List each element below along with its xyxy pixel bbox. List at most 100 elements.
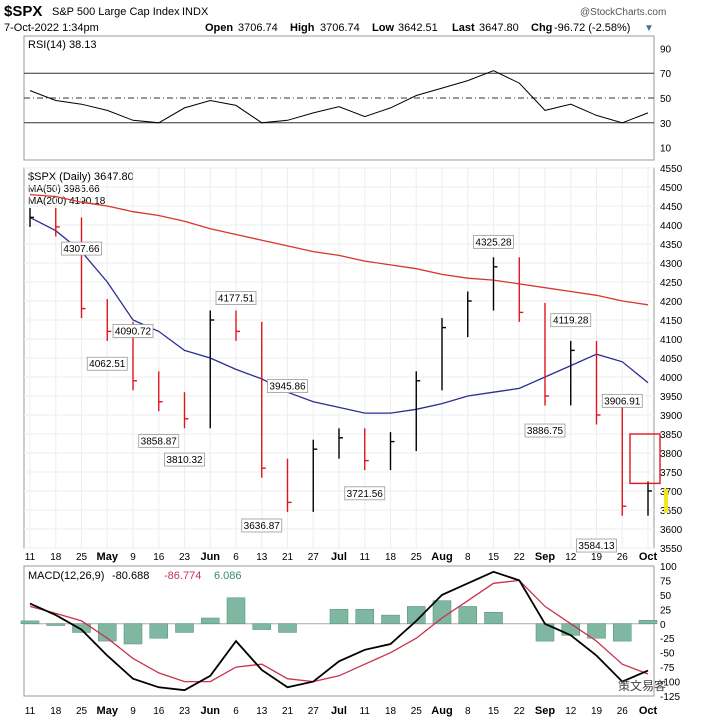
macd-histogram-bar: [484, 611, 503, 625]
open-label: Open: [205, 22, 233, 34]
macd-histogram-bar: [612, 623, 632, 642]
rsi-tick-label: 10: [660, 144, 672, 155]
macd-histogram-bar: [175, 623, 194, 633]
price-tick-label: 4550: [660, 164, 683, 175]
price-annotation-box: [473, 234, 514, 249]
macd-histogram-bar: [638, 620, 658, 625]
macd-panel: MACD(12,26,9) -80.688 -86.774 6.086 -125…: [20, 562, 680, 703]
rsi-panel: RSI(14) 38.13 10 30 50 70 90: [23, 35, 672, 161]
price-annotation: 3858.87: [141, 437, 178, 448]
exchange: INDX: [182, 6, 209, 18]
rsi-tick-label: 50: [660, 94, 672, 105]
last-bar-marker: [664, 488, 668, 514]
index-name: S&P 500 Large Cap Index: [52, 6, 180, 18]
price-annotation-box: [576, 538, 617, 553]
macd-x-tick-label: 9: [130, 706, 136, 717]
price-annotation: 4325.28: [475, 237, 512, 248]
price-annotation: 4062.51: [89, 359, 126, 370]
price-tick-label: 4150: [660, 316, 683, 327]
price-x-tick-label: 25: [76, 552, 88, 563]
macd-signal-line: [29, 579, 649, 683]
price-x-tick-label: 15: [488, 552, 500, 563]
high-label: High: [290, 22, 315, 34]
price-x-tick-label: 21: [282, 552, 294, 563]
symbol: $SPX: [4, 3, 42, 20]
price-x-tick-label: 23: [179, 552, 191, 563]
ma200-line: [29, 193, 649, 306]
macd-value: -80.688: [112, 570, 149, 582]
price-annotation-box: [138, 434, 180, 449]
macd-x-tick-label: 16: [153, 706, 165, 717]
macd-x-tick-label: 11: [360, 706, 371, 717]
price-annotation: 4177.51: [218, 294, 255, 305]
macd-x-tick-label: 21: [282, 706, 294, 717]
macd-histogram-bar: [406, 606, 426, 625]
price-annotation-box: [61, 241, 102, 256]
price-tick-label: 4300: [660, 259, 683, 270]
macd-histogram-bar: [252, 623, 272, 630]
price-annotation-box: [524, 423, 566, 438]
price-annotation-box: [215, 291, 257, 305]
macd-x-tick-label: 12: [565, 706, 577, 717]
price-tick-label: 3850: [660, 430, 683, 441]
price-x-tick-label: 22: [514, 552, 526, 563]
macd-x-tick-label: Jun: [200, 705, 220, 717]
macd-tick-label: -100: [660, 678, 680, 689]
rsi-tick-label: 90: [660, 44, 672, 55]
macd-histogram-bar: [226, 597, 246, 625]
price-annotation-box: [267, 379, 308, 393]
last-value: 3647.80: [479, 22, 519, 34]
price-annotation: 3810.32: [166, 455, 203, 466]
price-tick-label: 3950: [660, 392, 683, 403]
macd-label: MACD(12,26,9): [28, 570, 104, 582]
price-x-tick-label: 6: [233, 552, 239, 563]
price-annotation: 3584.13: [578, 541, 615, 552]
macd-histogram-bar: [329, 609, 349, 625]
price-x-tick-label: 18: [385, 552, 397, 563]
price-annotation: 3886.75: [527, 426, 564, 437]
macd-x-tick-label: 18: [50, 706, 62, 717]
macd-histogram-bar: [432, 600, 452, 625]
price-x-tick-label: Jun: [200, 551, 220, 563]
rsi-line: [29, 70, 649, 124]
price-annotation: 3945.86: [269, 382, 306, 393]
macd-x-tick-label: 6: [233, 706, 239, 717]
price-x-tick-label: 9: [130, 552, 136, 563]
price-panel: $SPX (Daily) 3647.80 MA(50) 3985.66 MA(2…: [23, 164, 683, 555]
price-tick-label: 4200: [660, 297, 683, 308]
macd-histogram-bar: [72, 623, 91, 633]
price-annotation-box: [550, 313, 592, 328]
price-x-tick-label: 19: [591, 552, 603, 563]
price-tick-label: 3750: [660, 468, 683, 479]
price-tick-label: 4350: [660, 240, 683, 251]
price-tick-label: 4000: [660, 373, 683, 384]
price-annotation: 3721.56: [347, 489, 384, 500]
price-annotation-box: [112, 324, 154, 338]
macd-tick-label: 25: [660, 605, 672, 616]
macd-tick-label: 75: [660, 576, 672, 587]
price-tick-label: 3600: [660, 525, 683, 536]
price-x-tick-label: 13: [256, 552, 268, 563]
macd-tick-label: -50: [660, 649, 675, 660]
price-x-tick-label: 18: [50, 552, 62, 563]
price-x-tick-label: 12: [565, 552, 577, 563]
price-tick-label: 3650: [660, 506, 683, 517]
macd-tick-label: 100: [660, 562, 677, 573]
macd-tick-label: -25: [660, 634, 675, 645]
low-label: Low: [372, 22, 394, 34]
macd-x-tick-label: Aug: [431, 705, 452, 717]
price-annotation: 4090.72: [115, 327, 152, 338]
price-tick-label: 4450: [660, 202, 683, 213]
macd-histogram-bar: [458, 606, 478, 625]
macd-histogram-bar: [587, 623, 606, 639]
macd-histogram-bar: [355, 609, 375, 625]
price-tick-label: 4050: [660, 354, 683, 365]
price-x-tick-label: Sep: [535, 551, 555, 563]
macd-x-tick-label: 23: [179, 706, 191, 717]
macd-histogram-bar: [381, 614, 400, 625]
macd-x-tick-label: 18: [385, 706, 397, 717]
chg-arrow-icon[interactable]: ▼: [644, 23, 654, 34]
price-tick-label: 3800: [660, 449, 683, 460]
